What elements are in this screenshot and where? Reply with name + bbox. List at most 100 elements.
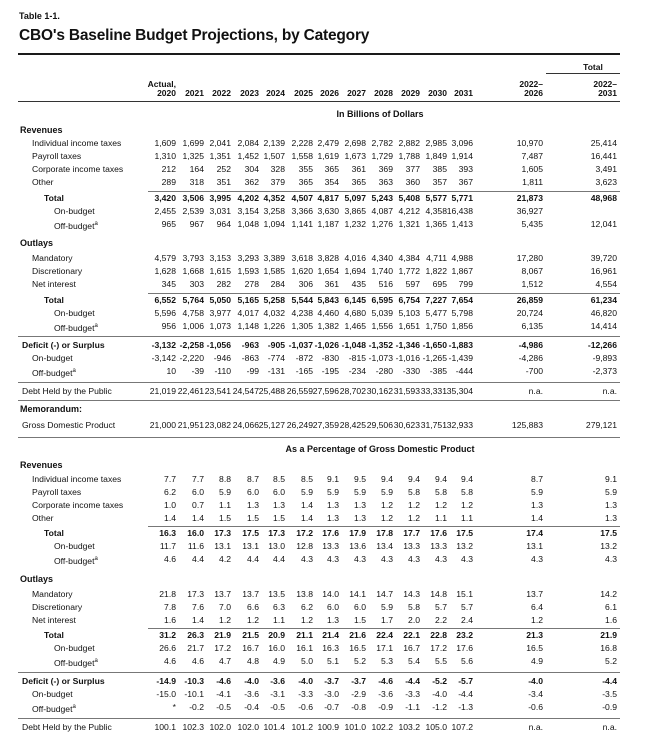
table-cell: 1.2 xyxy=(301,615,313,625)
table-cell: 5.9 xyxy=(531,487,543,497)
table-cell: 695 xyxy=(432,279,447,289)
table-cell: 2.4 xyxy=(461,615,473,625)
table-cell: 4,352 xyxy=(263,193,285,203)
table-cell: 1,856 xyxy=(451,321,473,331)
table-cell: 6,754 xyxy=(398,295,420,305)
column-header: 2023 xyxy=(240,80,259,98)
table-cell: 5,165 xyxy=(237,295,259,305)
group-heading: Outlays xyxy=(20,574,54,584)
table-cell: 1.2 xyxy=(381,513,393,523)
table-cell: 21,873 xyxy=(516,193,543,203)
table-cell: 3,995 xyxy=(209,193,231,203)
table-cell: 1.2 xyxy=(435,500,447,510)
table-cell: 3,506 xyxy=(182,193,204,203)
table-cell: 3,293 xyxy=(237,253,259,263)
table-cell: 1,413 xyxy=(451,219,473,229)
table-cell: 22.4 xyxy=(376,630,393,640)
table-cell: -1,346 xyxy=(395,340,420,350)
table-cell: -0.5 xyxy=(270,702,285,712)
table-cell: -2,373 xyxy=(592,366,617,376)
table-cell: 6,135 xyxy=(521,321,543,331)
table-cell: -99 xyxy=(246,366,259,376)
table-cell: 4,017 xyxy=(237,308,259,318)
table-cell: 1,651 xyxy=(398,321,420,331)
table-cell: 284 xyxy=(270,279,285,289)
table-cell: -1,048 xyxy=(341,340,366,350)
table-cell: 956 xyxy=(161,321,176,331)
table-cell: 2,882 xyxy=(398,138,420,148)
table-cell: 16.7 xyxy=(242,643,259,653)
table-cell: 5,577 xyxy=(425,193,447,203)
table-cell: 365 xyxy=(324,164,339,174)
table-cell: 5.8 xyxy=(461,487,473,497)
table-cell: 1,729 xyxy=(371,151,393,161)
row-label: Mandatory xyxy=(32,253,73,263)
row-rule xyxy=(148,293,620,294)
table-cell: 6.2 xyxy=(301,602,313,612)
table-cell: 5.8 xyxy=(408,602,420,612)
row-rule xyxy=(18,400,620,401)
table-cell: 5.2 xyxy=(354,656,366,666)
table-cell: 5.7 xyxy=(435,602,447,612)
table-cell: 5,771 xyxy=(451,193,473,203)
table-cell: 14.8 xyxy=(430,589,447,599)
table-cell: 1,382 xyxy=(317,321,339,331)
table-cell: 4,202 xyxy=(237,193,259,203)
table-cell: 13.1 xyxy=(526,541,543,551)
table-cell: 36,927 xyxy=(516,206,543,216)
table-cell: 24,547 xyxy=(232,386,259,396)
table-cell: 17.5 xyxy=(456,528,473,538)
table-cell: 1.2 xyxy=(461,500,473,510)
row-label: Total xyxy=(44,630,64,640)
column-header: 2021 xyxy=(185,80,204,98)
table-cell: -1,883 xyxy=(448,340,473,350)
table-cell: -15.0 xyxy=(156,689,176,699)
total-rule xyxy=(546,73,620,74)
table-cell: -0.9 xyxy=(602,702,617,712)
table-cell: 14.7 xyxy=(376,589,393,599)
table-row: Off-budgeta 10 -39 -110 -99 -131 -165 -195 -234-… xyxy=(0,365,652,378)
table-cell: 3,865 xyxy=(344,206,366,216)
table-cell: 23,541 xyxy=(204,386,231,396)
table-cell: 4.3 xyxy=(605,554,617,564)
table-cell: -1.1 xyxy=(405,702,420,712)
row-label: Discretionary xyxy=(32,266,83,276)
table-cell: 5,544 xyxy=(291,295,313,305)
table-cell: 4.3 xyxy=(531,554,543,564)
table-cell: 10,970 xyxy=(516,138,543,148)
table-cell: 22,461 xyxy=(177,386,204,396)
table-cell: 6.3 xyxy=(273,602,285,612)
table-cell: 17.4 xyxy=(526,528,543,538)
table-cell: 25,127 xyxy=(258,420,285,430)
table-title: CBO's Baseline Budget Projections, by Ca… xyxy=(19,27,370,44)
table-cell: 1.5 xyxy=(273,513,285,523)
table-cell: 1,628 xyxy=(154,266,176,276)
row-label: On-budget xyxy=(32,353,73,363)
table-cell: 25,488 xyxy=(258,386,285,396)
table-cell: 14.0 xyxy=(322,589,339,599)
table-row: Total 31.2 26.3 21.9 21.5 20.9 21.1 21.4 21.6 22.… xyxy=(0,629,652,641)
table-cell: -14.9 xyxy=(156,676,176,686)
table-cell: -0.8 xyxy=(351,702,366,712)
table-cell: 304 xyxy=(244,164,259,174)
table-cell: 967 xyxy=(189,219,204,229)
table-cell: n.a. xyxy=(602,722,617,732)
table-cell: 4,579 xyxy=(154,253,176,263)
table-cell: 3,153 xyxy=(209,253,231,263)
table-cell: 4,460 xyxy=(317,308,339,318)
table-cell: 362 xyxy=(244,177,259,187)
table-cell: 282 xyxy=(216,279,231,289)
table-cell: 23,082 xyxy=(204,420,231,430)
table-cell: 2,228 xyxy=(291,138,313,148)
table-cell: 3,618 xyxy=(291,253,313,263)
row-label: On-budget xyxy=(32,689,73,699)
table-cell: -700 xyxy=(525,366,543,376)
table-cell: 0.7 xyxy=(192,500,204,510)
column-header-line2: 2020 xyxy=(157,88,176,98)
table-cell: 1.3 xyxy=(354,513,366,523)
table-cell: -1.3 xyxy=(458,702,473,712)
table-cell: 1,788 xyxy=(398,151,420,161)
table-cell: 4,384 xyxy=(398,253,420,263)
table-cell: 5,050 xyxy=(209,295,231,305)
table-cell: 17.8 xyxy=(376,528,393,538)
